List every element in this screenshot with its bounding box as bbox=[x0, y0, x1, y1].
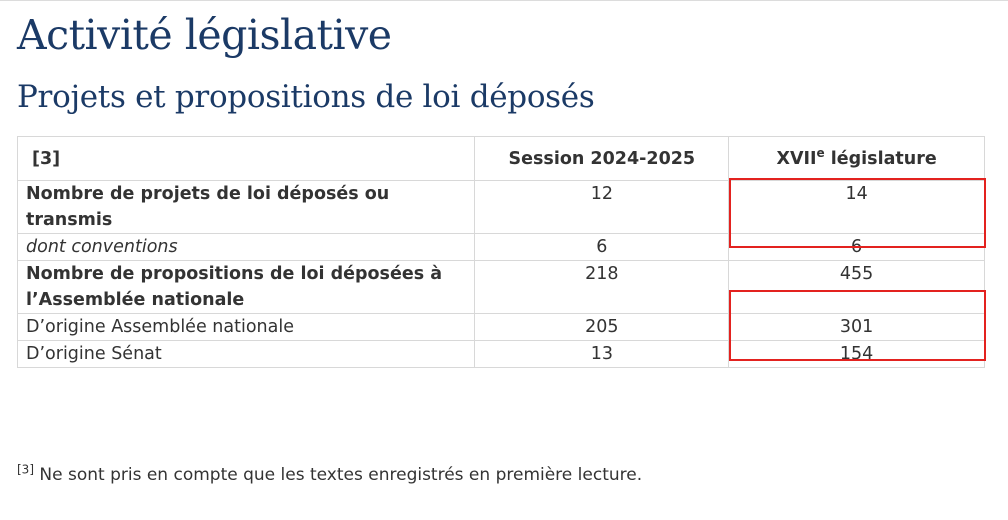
row-label: Nombre de propositions de loi déposées à… bbox=[16, 260, 476, 314]
footnote-ref-link[interactable]: [3] bbox=[32, 148, 61, 169]
table-row: Nombre de projets de loi déposés ou tran… bbox=[16, 180, 985, 234]
row-label: dont conventions bbox=[16, 233, 476, 261]
page-title: Activité législative bbox=[17, 11, 392, 59]
footnote: [3] Ne sont pris en compte que les texte… bbox=[17, 463, 642, 487]
header-footnote-ref[interactable]: [3] bbox=[16, 136, 476, 181]
header-session: Session 2024-2025 bbox=[474, 136, 730, 181]
legislature-roman: XVII bbox=[776, 148, 817, 169]
row-session-value: 12 bbox=[474, 180, 730, 234]
row-label: Nombre de projets de loi déposés ou tran… bbox=[16, 180, 476, 234]
table-row: Nombre de propositions de loi déposées à… bbox=[16, 260, 985, 314]
row-legislature-value: 14 bbox=[728, 180, 985, 234]
row-session-value: 6 bbox=[474, 233, 730, 261]
row-legislature-value: 154 bbox=[728, 340, 985, 368]
table-row: D’origine Sénat 13 154 bbox=[16, 340, 985, 368]
table-header-row: [3] Session 2024-2025 XVIIe législature bbox=[16, 136, 985, 181]
highlight-box-projets bbox=[729, 178, 986, 248]
row-label: D’origine Sénat bbox=[16, 340, 476, 368]
legislature-sup: e bbox=[816, 145, 825, 160]
row-session-value: 218 bbox=[474, 260, 730, 314]
legislature-rest: législature bbox=[824, 148, 937, 169]
section-title: Projets et propositions de loi déposés bbox=[17, 79, 595, 115]
footnote-text: Ne sont pris en compte que les textes en… bbox=[34, 465, 643, 485]
highlight-box-propositions bbox=[729, 290, 986, 361]
row-session-value: 13 bbox=[474, 340, 730, 368]
legislative-activity-table: [3] Session 2024-2025 XVIIe législature … bbox=[16, 136, 985, 368]
footnote-marker[interactable]: [3] bbox=[17, 462, 34, 477]
row-legislature-value: 455 bbox=[728, 260, 985, 314]
row-session-value: 205 bbox=[474, 313, 730, 341]
row-label: D’origine Assemblée nationale bbox=[16, 313, 476, 341]
header-legislature: XVIIe législature bbox=[728, 136, 985, 181]
